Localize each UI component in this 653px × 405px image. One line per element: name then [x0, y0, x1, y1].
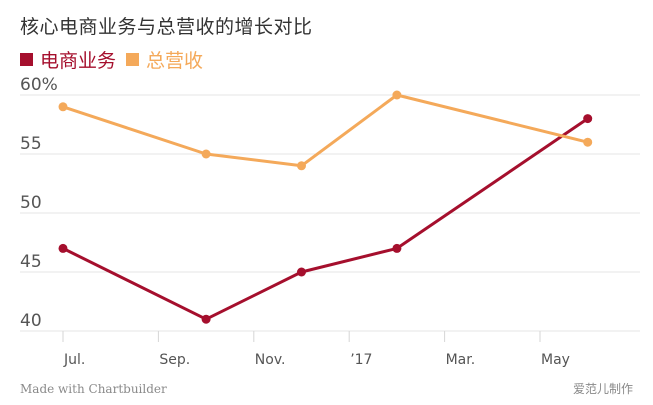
- x-tick-label: May: [541, 352, 570, 368]
- y-tick-label: 60%: [20, 75, 58, 95]
- data-point: [297, 161, 306, 171]
- chart-legend: 电商业务 总营收: [20, 46, 213, 73]
- data-point: [583, 137, 593, 147]
- x-axis-ticks: Jul. Sep. Nov. ’17 Mar. May: [62, 331, 570, 368]
- data-point: [58, 102, 68, 112]
- x-tick-label: Mar.: [446, 352, 476, 368]
- legend-swatch-total-revenue: [126, 53, 140, 66]
- legend-item-total-revenue: 总营收: [126, 46, 203, 73]
- y-tick-label: 45: [20, 252, 42, 272]
- chart-title: 核心电商业务与总营收的增长对比: [20, 16, 313, 38]
- y-axis-ticks: 60% 55 50 45 40: [20, 75, 58, 331]
- legend-swatch-ecommerce: [20, 53, 33, 66]
- data-point: [201, 149, 211, 159]
- series-line-1: [61, 93, 590, 168]
- data-point: [58, 243, 68, 253]
- x-tick-label: Nov.: [255, 352, 286, 368]
- data-point: [392, 243, 402, 253]
- x-tick-label: ’17: [350, 352, 372, 368]
- x-tick-label: Sep.: [159, 352, 190, 368]
- x-tick-label: Jul.: [63, 352, 85, 368]
- y-tick-label: 50: [20, 193, 42, 213]
- credit-ifanr: 爱范儿制作: [572, 382, 633, 396]
- credit-chartbuilder: Made with Chartbuilder: [20, 382, 167, 396]
- legend-label-ecommerce: 电商业务: [40, 50, 117, 72]
- data-point: [583, 114, 593, 124]
- y-tick-label: 55: [20, 134, 42, 154]
- data-point: [201, 314, 211, 324]
- data-point: [392, 90, 402, 100]
- series-points: [58, 90, 593, 324]
- legend-label-total-revenue: 总营收: [146, 50, 204, 72]
- gridlines: [20, 94, 640, 332]
- data-point: [297, 267, 306, 277]
- legend-item-ecommerce: 电商业务: [20, 46, 116, 73]
- series-lines: [61, 93, 590, 321]
- y-tick-label: 40: [20, 311, 42, 331]
